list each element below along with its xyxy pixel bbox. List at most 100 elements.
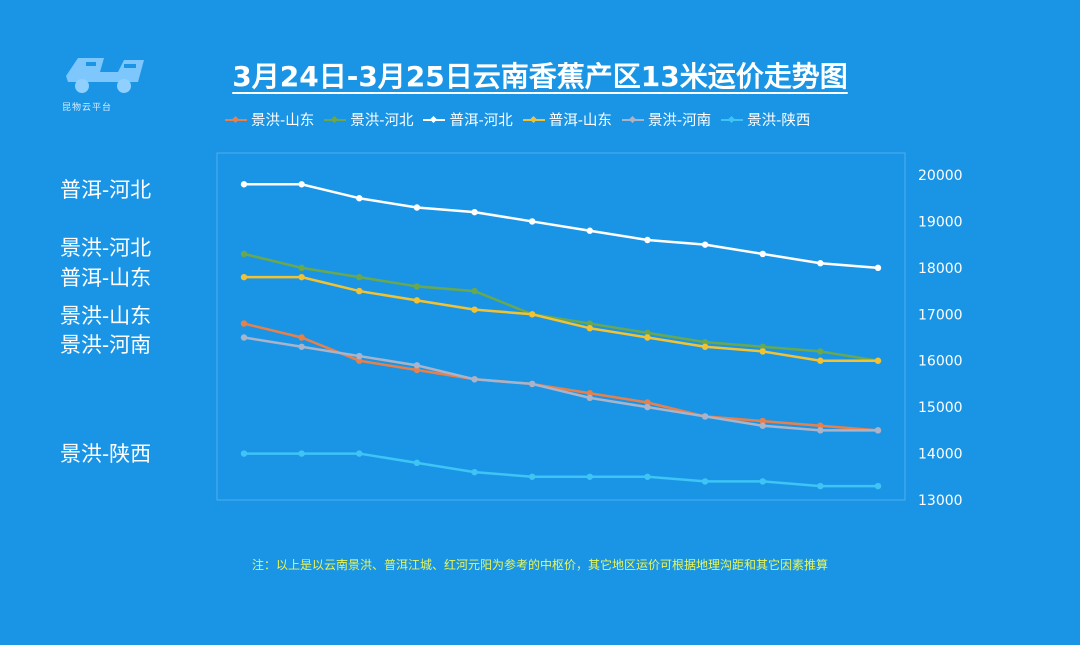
- series-line: [244, 452, 878, 488]
- data-point: [356, 352, 363, 360]
- legend-swatch: [423, 114, 446, 126]
- side-series-label: 景洪-河北: [60, 236, 152, 260]
- data-point: [701, 241, 709, 248]
- data-point: [817, 427, 824, 434]
- data-point: [528, 380, 536, 388]
- plot-area: [216, 152, 906, 501]
- legend-label: 景洪-山东: [251, 113, 315, 129]
- data-point: [644, 236, 651, 244]
- data-point: [817, 422, 824, 429]
- data-point: [817, 260, 824, 267]
- data-point: [240, 181, 248, 188]
- legend-swatch: [721, 114, 744, 126]
- data-point: [874, 427, 882, 434]
- truck-logo-icon: [58, 46, 154, 126]
- data-point: [240, 334, 248, 341]
- data-point: [298, 343, 305, 350]
- data-point: [759, 343, 766, 350]
- series-line: [243, 252, 879, 362]
- y-tick-label: 16000: [918, 354, 963, 370]
- series-line: [244, 275, 878, 362]
- legend-label: 普洱-河北: [449, 113, 513, 129]
- data-point: [701, 343, 709, 350]
- y-tick-label: 17000: [918, 307, 963, 323]
- side-series-label: 普洱-山东: [60, 266, 152, 290]
- legend-swatch: [324, 114, 347, 126]
- data-point: [298, 450, 305, 457]
- data-point: [759, 417, 766, 425]
- legend-swatch: [621, 114, 644, 126]
- data-point: [874, 264, 882, 272]
- data-point: [356, 287, 363, 295]
- data-point: [413, 366, 421, 374]
- y-tick-label: 19000: [918, 214, 963, 230]
- data-point: [817, 357, 824, 364]
- data-point: [471, 306, 478, 313]
- data-point: [413, 297, 421, 304]
- side-series-label: 景洪-陕西: [60, 442, 152, 466]
- data-point: [528, 311, 536, 318]
- logo-caption: 昆物云平台: [62, 103, 113, 113]
- chart-title: 3月24日-3月25日云南香蕉产区13米运价走势图: [232, 60, 848, 93]
- legend-item: 景洪-河南: [621, 109, 712, 130]
- data-point: [240, 250, 248, 258]
- data-point: [586, 390, 594, 397]
- legend-item: 景洪-陕西: [721, 109, 810, 130]
- data-point: [413, 459, 421, 467]
- legend-item: 普洱-河北: [423, 109, 513, 130]
- footnote: 注：以上是以云南景洪、普洱江城、红河元阳为参考的中枢价，其它地区运价可根据地理沟…: [251, 558, 828, 572]
- data-point: [759, 478, 766, 485]
- data-point: [528, 473, 536, 480]
- legend-label: 景洪-陕西: [747, 113, 811, 129]
- series-line: [243, 336, 878, 432]
- legend-label: 景洪-河南: [647, 113, 712, 129]
- data-point: [701, 338, 709, 346]
- data-point: [644, 334, 651, 341]
- legend-item: 普洱-山东: [522, 109, 612, 130]
- data-point: [413, 204, 421, 211]
- chart-legend: 景洪-山东 景洪-河北 普洱-河北 普洱-山东 景洪-河南 景洪-陕西: [225, 109, 820, 130]
- data-point: [528, 218, 536, 225]
- data-point: [644, 329, 651, 337]
- data-point: [759, 250, 766, 258]
- data-point: [298, 264, 305, 272]
- legend-swatch: [522, 114, 545, 126]
- data-point: [240, 450, 248, 457]
- legend-label: 景洪-河北: [350, 113, 414, 129]
- data-point: [874, 357, 882, 364]
- data-point: [874, 482, 882, 490]
- y-tick-label: 20000: [918, 168, 963, 184]
- side-series-label: 景洪-山东: [60, 304, 152, 328]
- data-point: [356, 195, 363, 202]
- data-point: [471, 376, 478, 383]
- series-line: [243, 322, 879, 432]
- data-point: [413, 283, 421, 290]
- data-point: [644, 473, 651, 480]
- data-point: [701, 478, 709, 485]
- data-point: [586, 320, 594, 327]
- data-point: [586, 325, 594, 332]
- data-point: [759, 348, 766, 355]
- data-point: [240, 273, 248, 281]
- side-labels: 普洱-河北 景洪-河北 普洱-山东 景洪-山东 景洪-河南 景洪-陕西: [0, 0, 210, 645]
- data-point: [413, 362, 421, 369]
- data-point: [586, 227, 594, 234]
- data-point: [759, 422, 766, 429]
- legend-label: 普洱-山东: [548, 113, 612, 129]
- y-tick-label: 18000: [918, 261, 963, 277]
- data-point: [471, 468, 478, 476]
- data-point: [701, 413, 709, 420]
- data-point: [586, 394, 594, 402]
- y-tick-label: 15000: [918, 400, 963, 416]
- series-line: [244, 183, 879, 270]
- data-point: [356, 357, 363, 364]
- legend-item: 景洪-河北: [324, 109, 413, 130]
- data-point: [817, 482, 824, 490]
- data-point: [586, 473, 594, 480]
- data-point: [298, 181, 305, 188]
- data-point: [356, 450, 363, 457]
- data-point: [298, 334, 305, 341]
- data-point: [298, 273, 305, 281]
- legend-swatch: [225, 114, 247, 126]
